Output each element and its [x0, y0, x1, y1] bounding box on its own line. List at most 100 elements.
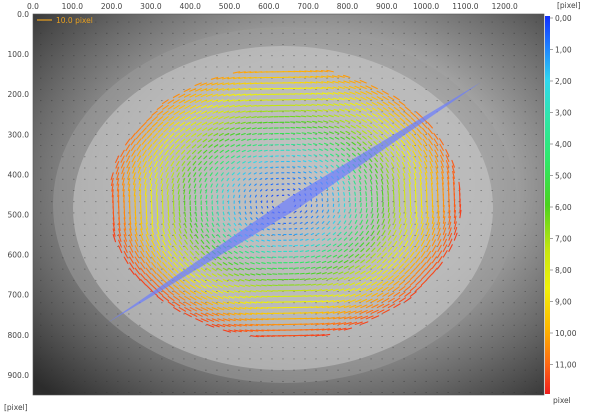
- vector-arrow: [143, 166, 147, 174]
- vector-arrow: [354, 321, 363, 325]
- grid-dot: [370, 257, 372, 259]
- grid-dot: [315, 268, 317, 270]
- grid-dot: [480, 167, 482, 169]
- vector-arrow: [233, 267, 239, 271]
- vector-arrow: [181, 155, 186, 161]
- vector-arrow: [222, 99, 230, 103]
- grid-dot: [469, 21, 471, 23]
- vector-arrow: [206, 273, 212, 278]
- vector-arrow: [213, 144, 219, 148]
- vector-arrow: [344, 102, 351, 106]
- grid-dot: [436, 369, 438, 371]
- vector-arrow: [191, 138, 197, 143]
- vector-arrow: [383, 123, 389, 129]
- vector-arrow: [173, 295, 181, 301]
- vector-arrow: [173, 110, 180, 116]
- vector-arrow: [376, 264, 382, 269]
- grid-dot: [381, 380, 383, 382]
- grid-dot: [359, 291, 361, 292]
- vector-arrow: [453, 221, 457, 230]
- x-tick-label: 200.0: [101, 2, 123, 11]
- vector-arrow: [382, 230, 386, 236]
- vector-arrow: [233, 250, 238, 254]
- grid-dot: [51, 380, 53, 382]
- grid-dot: [381, 122, 383, 124]
- vector-arrow: [199, 177, 202, 183]
- vector-arrow: [244, 323, 253, 327]
- vector-arrow: [398, 252, 404, 258]
- vector-arrow: [332, 260, 338, 264]
- grid-dot: [304, 156, 306, 158]
- vector-arrow: [426, 222, 430, 230]
- vector-arrow: [309, 182, 312, 185]
- vector-arrow: [356, 136, 362, 140]
- vector-arrow: [211, 222, 215, 227]
- vector-arrow: [204, 183, 208, 188]
- vector-arrow: [369, 168, 373, 174]
- vector-arrow: [371, 253, 376, 258]
- grid-dot: [326, 369, 328, 371]
- grid-dot: [370, 100, 372, 102]
- vector-arrow: [365, 304, 373, 309]
- grid-dot: [436, 44, 438, 45]
- vector-arrow: [332, 266, 338, 269]
- vector-arrow: [189, 194, 191, 200]
- grid-dot: [447, 122, 449, 124]
- grid-dot: [436, 133, 438, 135]
- vector-arrow: [333, 108, 340, 112]
- grid-dot: [359, 190, 361, 191]
- vector-arrow: [305, 87, 312, 90]
- grid-dot: [227, 268, 229, 270]
- vector-arrow: [162, 234, 166, 241]
- grid-dot: [359, 313, 361, 315]
- vector-arrow: [233, 307, 241, 310]
- grid-dot: [480, 55, 482, 57]
- grid-dot: [491, 324, 493, 326]
- vector-arrow: [363, 163, 367, 168]
- vector-arrow: [321, 209, 324, 213]
- vector-arrow: [129, 217, 132, 225]
- vector-arrow: [158, 138, 164, 145]
- vector-arrow: [298, 182, 301, 185]
- vector-arrow: [211, 194, 213, 199]
- grid-dot: [370, 145, 372, 146]
- grid-dot: [359, 257, 361, 259]
- vector-arrow: [255, 318, 264, 321]
- grid-dot: [469, 178, 471, 180]
- vector-arrow: [141, 138, 147, 145]
- vector-arrow: [202, 144, 208, 148]
- vector-arrow: [345, 141, 351, 146]
- vector-arrow: [222, 194, 224, 199]
- grid-dot: [183, 313, 185, 315]
- grid-dot: [491, 335, 493, 337]
- grid-dot: [348, 145, 350, 146]
- vector-arrow: [335, 164, 340, 168]
- grid-dot: [491, 21, 493, 23]
- vector-arrow: [250, 217, 253, 220]
- grid-dot: [40, 234, 42, 236]
- vector-arrow: [244, 262, 250, 265]
- grid-dot: [491, 392, 493, 394]
- vector-arrow: [387, 218, 391, 224]
- vector-arrow: [110, 172, 114, 181]
- grid-dot: [106, 122, 108, 124]
- grid-dot: [524, 44, 526, 45]
- grid-dot: [458, 358, 460, 360]
- vector-arrow: [437, 261, 443, 269]
- vector-arrow: [323, 126, 329, 129]
- grid-dot: [381, 32, 383, 34]
- vector-arrow: [255, 278, 262, 281]
- vector-arrow: [257, 127, 263, 130]
- vector-arrow: [221, 183, 224, 188]
- grid-dot: [502, 279, 504, 281]
- vector-arrow: [393, 223, 397, 230]
- grid-dot: [535, 279, 537, 281]
- vector-arrow: [211, 228, 215, 233]
- grid-dot: [249, 257, 251, 259]
- vector-arrow: [334, 142, 340, 146]
- vector-arrow: [314, 176, 318, 179]
- grid-dot: [139, 88, 141, 90]
- grid-dot: [370, 279, 372, 281]
- vector-arrow: [250, 239, 254, 243]
- vector-arrow: [222, 329, 232, 333]
